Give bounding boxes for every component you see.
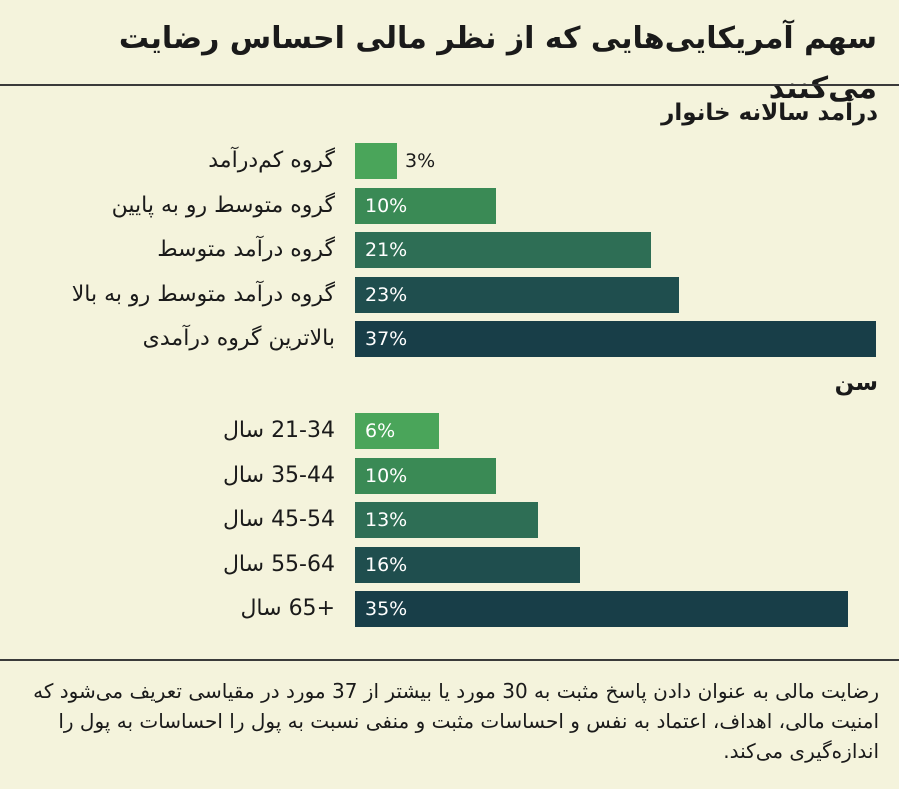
bar <box>355 546 580 583</box>
value-label: 10% <box>365 194 408 217</box>
category-label: گروه درآمد متوسط <box>157 237 335 262</box>
bar <box>355 502 538 538</box>
bar <box>355 457 496 494</box>
category-label: بالاترین گروه درآمدی <box>142 326 335 351</box>
value-label: 37% <box>365 328 408 350</box>
category-label: 55-64 سال <box>222 551 335 577</box>
value-label: 10% <box>365 464 408 487</box>
category-label: گروه کم‌درآمد <box>208 148 335 173</box>
value-label: 21% <box>365 239 408 261</box>
value-label: 6% <box>365 420 396 442</box>
value-label: 13% <box>365 509 408 531</box>
chart-title: سهم آمریکایی‌هایی که از نظر مالی احساس ر… <box>118 21 877 106</box>
bar <box>355 187 496 224</box>
value-label: 16% <box>365 553 408 576</box>
bar <box>355 276 679 313</box>
category-label: گروه متوسط رو به پایین <box>111 192 335 218</box>
category-label: 21-34 سال <box>222 418 335 443</box>
category-label: 45-54 سال <box>222 507 335 532</box>
category-label: 35-44 سال <box>222 462 335 488</box>
section-title: درآمد سالانه خانوار <box>661 100 878 126</box>
value-label: 23% <box>365 283 408 306</box>
header-divider <box>0 84 899 86</box>
value-label: 35% <box>365 598 408 620</box>
bar <box>355 413 439 449</box>
bar <box>355 143 397 179</box>
category-label: گروه درآمد متوسط رو به بالا <box>71 281 335 307</box>
value-label: 3% <box>405 150 436 172</box>
bar <box>355 321 876 357</box>
bar <box>355 232 651 268</box>
section-title: سن <box>834 370 878 396</box>
bar <box>355 591 848 627</box>
footnote: رضایت مالی به عنوان دادن پاسخ مثبت به 30… <box>33 679 879 763</box>
category-label: +65 سال <box>240 596 335 621</box>
footer-divider <box>0 659 899 661</box>
